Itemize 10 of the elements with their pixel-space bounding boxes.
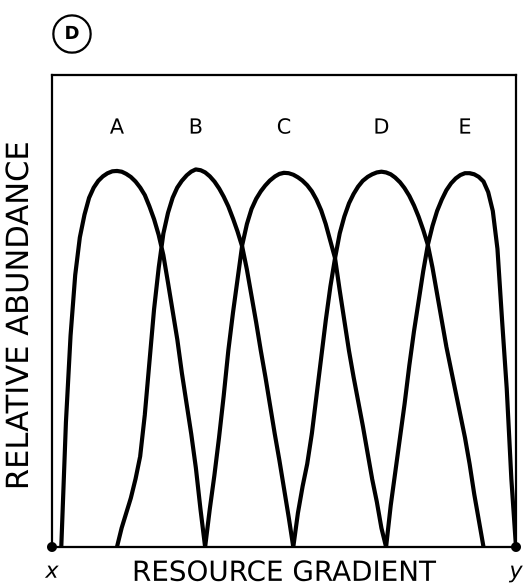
series-label: E: [460, 118, 470, 134]
x-tick-label: y: [508, 566, 523, 582]
text: D: [66, 26, 79, 39]
series-label: D: [375, 118, 388, 134]
x-axis-title: RESOURCE GRADIENT: [134, 560, 436, 582]
y-axis-title: RELATIVE ABUNDANCE: [5, 143, 28, 488]
series-label: C: [278, 118, 290, 134]
series-label: A: [110, 118, 124, 134]
series-label: B: [190, 118, 202, 134]
x-tick-label: x: [44, 566, 59, 578]
